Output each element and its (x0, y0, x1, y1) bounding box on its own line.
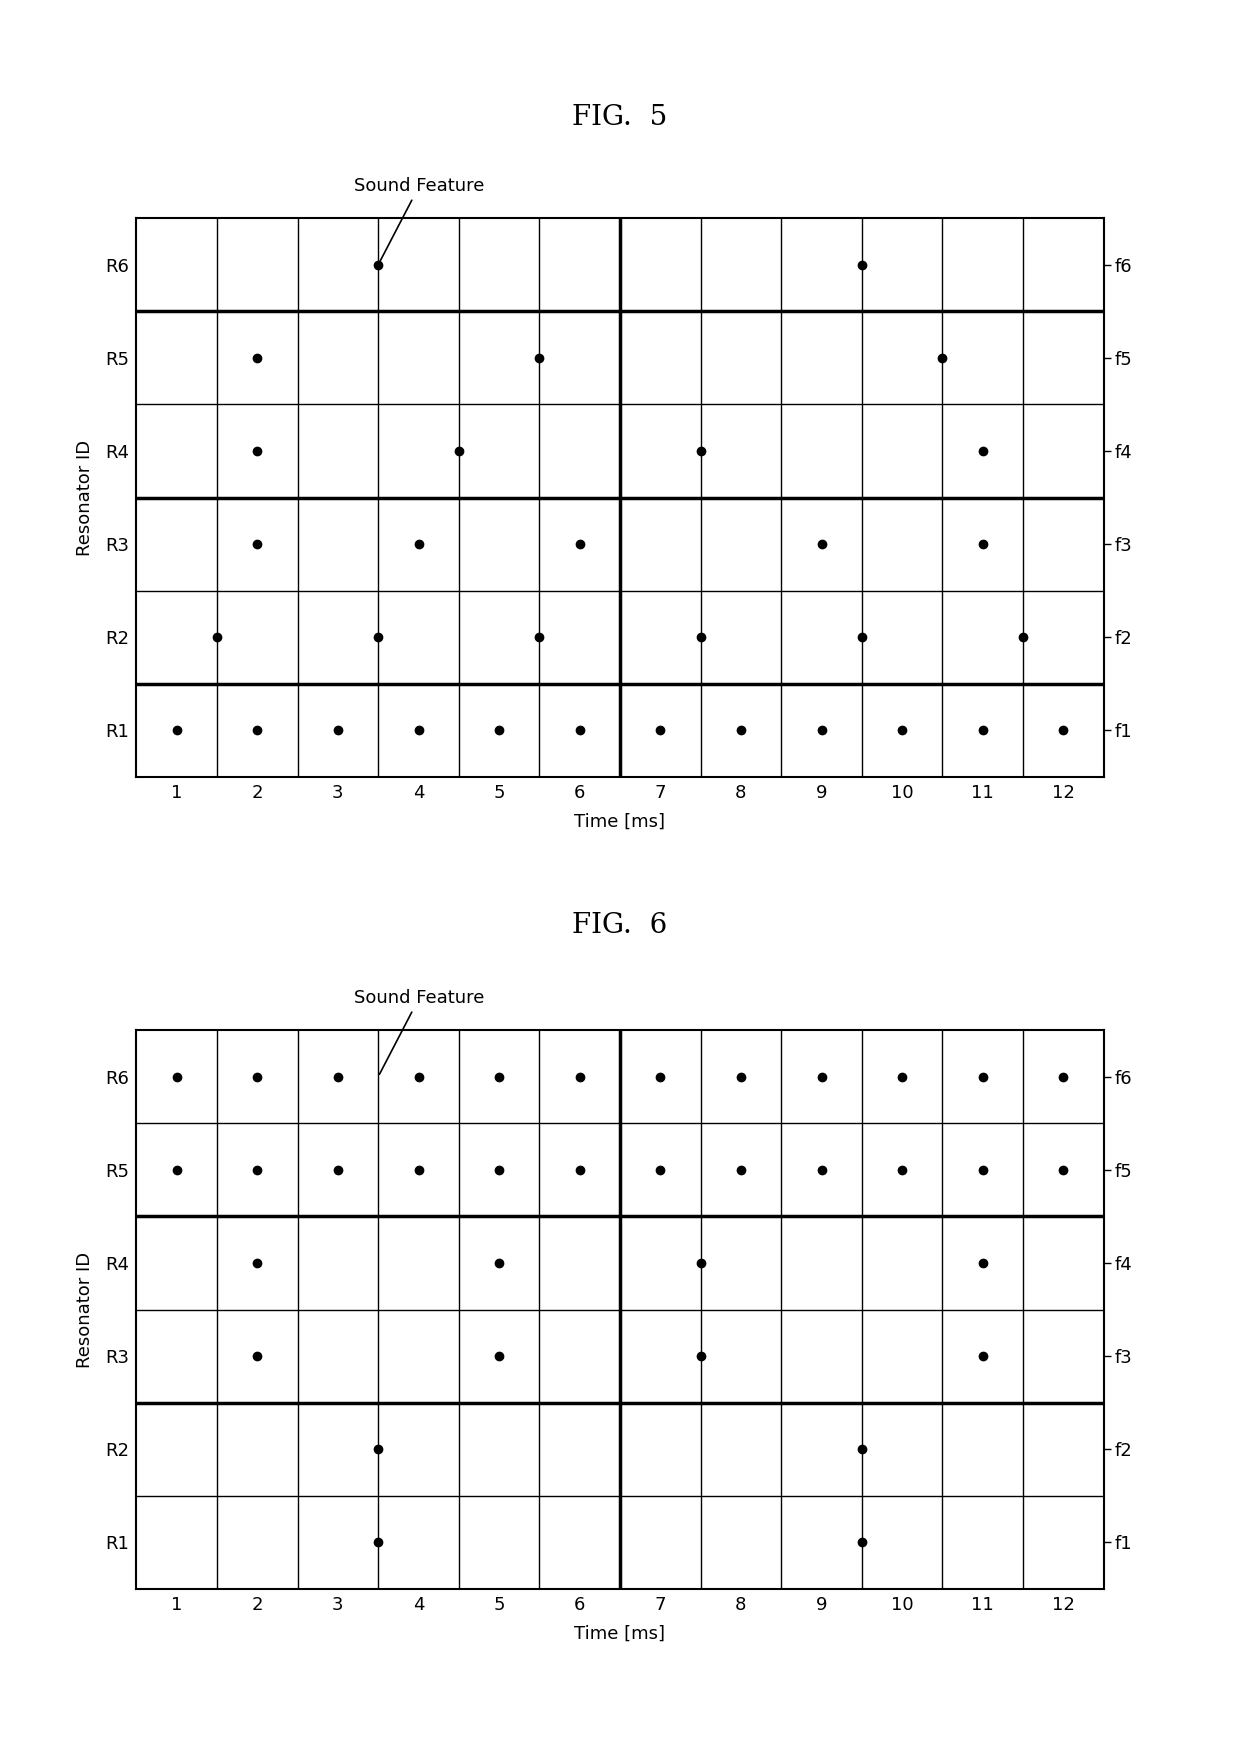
Text: Sound Feature: Sound Feature (355, 176, 485, 262)
Y-axis label: Resonator ID: Resonator ID (77, 1252, 94, 1367)
Text: FIG.  5: FIG. 5 (573, 105, 667, 131)
Text: FIG.  6: FIG. 6 (573, 913, 667, 939)
Text: Sound Feature: Sound Feature (355, 988, 485, 1074)
X-axis label: Time [ms]: Time [ms] (574, 814, 666, 831)
X-axis label: Time [ms]: Time [ms] (574, 1626, 666, 1643)
Y-axis label: Resonator ID: Resonator ID (77, 440, 94, 555)
